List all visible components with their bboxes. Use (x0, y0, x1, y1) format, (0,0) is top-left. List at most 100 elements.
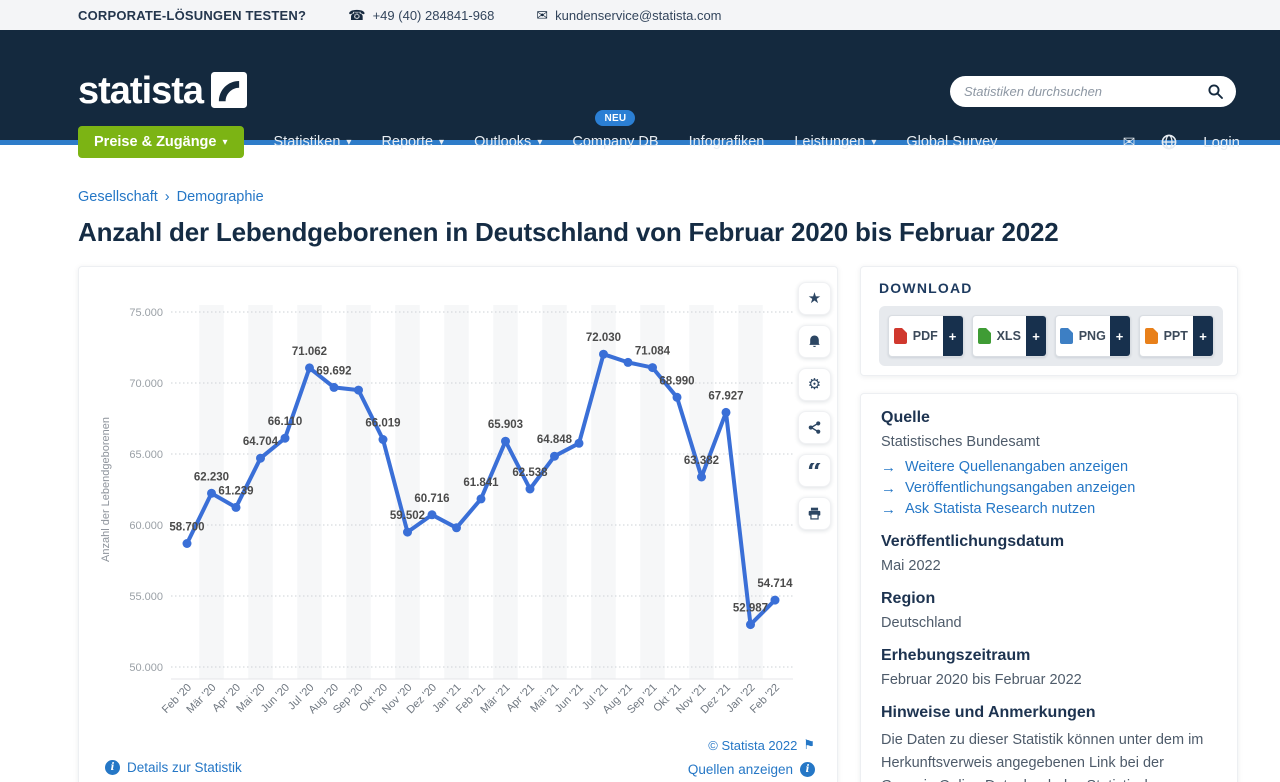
breadcrumb: Gesellschaft › Demographie (78, 189, 1280, 205)
details-link-label: Details zur Statistik (127, 760, 242, 775)
chevron-down-icon: ▾ (222, 137, 228, 148)
breadcrumb-separator: › (164, 189, 170, 205)
download-png-options-button[interactable]: + (1109, 316, 1130, 356)
details-link[interactable]: i Details zur Statistik (105, 760, 242, 775)
accent-strip (0, 140, 1280, 145)
svg-text:58.700: 58.700 (169, 522, 204, 534)
chevron-down-icon: ▾ (346, 137, 352, 148)
svg-text:64.704: 64.704 (243, 436, 279, 448)
chevron-down-icon: ▾ (537, 137, 543, 148)
alerts-button[interactable] (798, 325, 831, 358)
svg-text:52.987: 52.987 (733, 603, 768, 615)
nav-item-global-survey[interactable]: Global Survey (906, 126, 997, 158)
flag-icon[interactable]: ⚑ (803, 738, 815, 753)
bell-icon (809, 335, 820, 347)
download-format-label: PDF (912, 329, 938, 343)
nav-item-leistungen[interactable]: Leistungen ▾ (794, 126, 876, 158)
source-name: Statistisches Bundesamt (881, 434, 1040, 450)
cite-button[interactable]: “ (798, 454, 831, 487)
source-link-ask-statista-research-nutzen[interactable]: → Ask Statista Research nutzen (881, 499, 1215, 520)
download-pdf-options-button[interactable]: + (942, 316, 963, 356)
nav-item-label: Infografiken (688, 134, 765, 150)
nav-item-preise-zug-nge[interactable]: Preise & Zugänge ▾ (78, 126, 244, 158)
statista-logo-mark (211, 72, 248, 108)
nav-item-label: Company DB (572, 134, 659, 150)
quelle-heading: Quelle (881, 409, 930, 426)
email-contact[interactable]: ✉ kundenservice@statista.com (536, 8, 721, 23)
svg-text:62.538: 62.538 (512, 467, 548, 479)
login-link[interactable]: Login (1203, 133, 1240, 151)
search-icon[interactable] (1207, 83, 1224, 100)
favorite-button[interactable]: ★ (798, 282, 831, 315)
email-address: kundenservice@statista.com (555, 7, 722, 23)
arrow-right-icon: → (881, 459, 896, 477)
svg-text:55.000: 55.000 (129, 591, 163, 603)
info-icon: i (800, 762, 815, 777)
breadcrumb-gesellschaft[interactable]: Gesellschaft (78, 189, 158, 205)
download-xls-button[interactable]: XLS + (971, 315, 1047, 357)
download-ppt-main: PPT (1140, 316, 1194, 356)
share-button[interactable] (798, 411, 831, 444)
download-pdf-button[interactable]: PDF + (888, 315, 964, 357)
chart-action-toolbar: ★ ⚙ “ (798, 282, 831, 530)
nav-item-company-db[interactable]: Company DB NEU (572, 110, 659, 158)
source-info-card: Quelle Statistisches Bundesamt → Weitere … (860, 393, 1238, 782)
source-links: → Weitere Quellenangaben anzeigen → Veröffe… (881, 457, 1215, 520)
pdf-file-icon (893, 328, 907, 344)
svg-text:66.019: 66.019 (365, 418, 400, 430)
nav-item-outlooks[interactable]: Outlooks ▾ (474, 126, 542, 158)
source-link-ver-ffentlichungsangaben-anzeigen[interactable]: → Veröffentlichungsangaben anzeigen (881, 478, 1215, 499)
publication-date-value: Mai 2022 (881, 558, 941, 575)
settings-button[interactable]: ⚙ (798, 368, 831, 401)
download-xls-options-button[interactable]: + (1026, 316, 1046, 356)
download-format-label: PNG (1078, 329, 1106, 343)
svg-text:64.848: 64.848 (537, 434, 573, 446)
notes-text: Die Daten zu dieser Statistik können unt… (881, 732, 1204, 782)
svg-text:50.000: 50.000 (129, 662, 163, 674)
xls-file-icon (977, 328, 991, 344)
svg-text:71.084: 71.084 (635, 346, 671, 358)
svg-text:Anzahl der Lebendgeborenen: Anzahl der Lebendgeborenen (100, 417, 112, 562)
svg-text:65.903: 65.903 (488, 419, 523, 431)
publication-date-heading: Veröffentlichungsdatum (881, 533, 1065, 551)
print-button[interactable] (798, 497, 831, 530)
source-link-weitere-quellenangaben-anzeigen[interactable]: → Weitere Quellenangaben anzeigen (881, 457, 1215, 478)
page-title: Anzahl der Lebendgeborenen in Deutschlan… (78, 217, 1059, 247)
info-icon: i (105, 760, 120, 775)
search-input[interactable] (964, 84, 1207, 99)
nav-menu: Preise & Zugänge ▾ Statistiken ▾ Reporte ▾ Out… (78, 110, 997, 158)
nav-item-statistiken[interactable]: Statistiken ▾ (274, 126, 352, 158)
download-format-label: XLS (996, 329, 1021, 343)
download-ppt-button[interactable]: PPT + (1138, 315, 1214, 357)
download-button-row: PDF + XLS + PNG + PPT + (879, 306, 1223, 366)
breadcrumb-demographie[interactable]: Demographie (176, 189, 264, 205)
chart-card: 75.000 70.000 65.000 60.000 55.000 50.000 Anza… (78, 266, 838, 782)
mail-icon[interactable]: ✉ (1122, 133, 1136, 151)
corporate-promo-link[interactable]: CORPORATE-LÖSUNGEN TESTEN? (78, 7, 307, 23)
download-png-button[interactable]: PNG + (1055, 315, 1131, 357)
download-png-main: PNG (1056, 316, 1110, 356)
nav-item-reporte[interactable]: Reporte ▾ (381, 126, 444, 158)
png-file-icon (1059, 328, 1073, 344)
nav-item-infografiken[interactable]: Infografiken (689, 126, 765, 158)
source-link-label: Veröffentlichungsangaben anzeigen (905, 480, 1136, 497)
sources-link[interactable]: Quellen anzeigen i (688, 762, 815, 777)
statista-logo[interactable]: statista (78, 72, 248, 110)
svg-text:72.030: 72.030 (586, 332, 621, 344)
svg-text:70.000: 70.000 (129, 378, 163, 390)
download-ppt-options-button[interactable]: + (1193, 316, 1213, 356)
survey-period-value: Februar 2020 bis Februar 2022 (881, 672, 1082, 689)
svg-text:67.927: 67.927 (708, 390, 743, 402)
phone-contact[interactable]: ☎ +49 (40) 284841-968 (348, 8, 494, 23)
svg-text:59.502: 59.502 (390, 510, 425, 522)
quote-icon: “ (807, 462, 822, 479)
nav-item-label: Reporte (381, 134, 434, 150)
search-box (950, 76, 1236, 107)
gear-icon: ⚙ (807, 375, 822, 393)
region-value: Deutschland (881, 615, 962, 632)
nav-item-label: Outlooks (474, 134, 532, 150)
globe-icon[interactable] (1161, 134, 1177, 150)
survey-period-heading: Erhebungszeitraum (881, 647, 1031, 665)
svg-text:54.714: 54.714 (757, 578, 793, 590)
